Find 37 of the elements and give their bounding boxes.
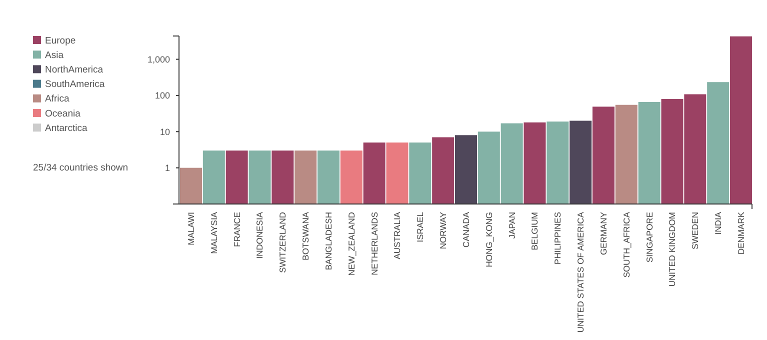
x-tick-label: NETHERLANDS	[369, 212, 380, 276]
legend-label: Asia	[45, 50, 64, 61]
text: 25/34 countries shown	[33, 162, 128, 174]
legend-label: Oceania	[45, 108, 82, 120]
legend-label: Europe	[45, 35, 76, 46]
x-tick-label: UNITED STATES OF AMERICA	[576, 212, 586, 333]
x-tick-label: SOUTH_AFRICA	[621, 212, 632, 278]
x-tick-label: GERMANY	[598, 212, 608, 255]
x-tick-label: MALAWI	[186, 212, 196, 246]
x-tick-label: INDIA	[713, 212, 724, 235]
legend-label: Africa	[45, 94, 70, 105]
y-tick-label: 10	[160, 126, 170, 137]
x-tick-label: NEW_ZEALAND	[346, 212, 356, 276]
x-tick-label: SINGAPORE	[644, 212, 654, 263]
x-tick-label: MALAYSIA	[208, 212, 219, 254]
y-tick-label: 1,000	[147, 54, 170, 64]
x-tick-label: BELGIUM	[530, 212, 540, 250]
x-tick-label: UNITED KINGDOM	[667, 212, 678, 287]
legend-label: SouthAmerica	[45, 79, 106, 90]
x-tick-label: BOTSWANA	[300, 212, 311, 260]
y-tick-label: 1	[164, 162, 170, 173]
legend-label: Antarctica	[45, 122, 88, 134]
x-tick-label: AUSTRALIA	[392, 212, 402, 260]
legend-label: NorthAmerica	[45, 64, 104, 76]
y-tick-label: 100	[154, 90, 170, 101]
x-tick-label: JAPAN	[506, 212, 517, 239]
x-tick-label: SWEDEN	[690, 212, 700, 250]
x-tick-label: CANADA	[460, 212, 471, 248]
x-tick-label: HONG_KONG	[484, 212, 494, 268]
x-tick-label: BANGLADESH	[323, 212, 334, 270]
x-tick-label: INDONESIA	[254, 212, 265, 259]
x-tick-label: NORWAY	[438, 212, 448, 250]
x-tick-label: DENMARK	[736, 212, 746, 255]
x-tick-label: SWITZERLAND	[278, 212, 288, 273]
x-tick-label: PHILIPPINES	[552, 212, 563, 264]
x-tick-label: FRANCE	[232, 212, 242, 247]
x-tick-label: ISRAEL	[415, 212, 426, 242]
